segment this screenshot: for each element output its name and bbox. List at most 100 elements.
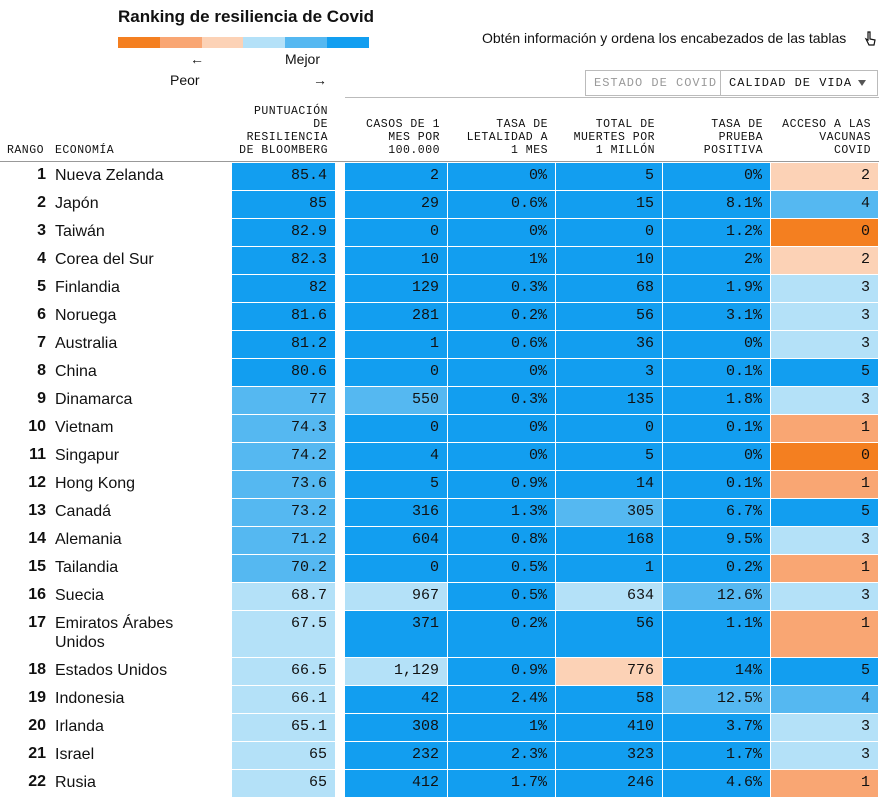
dropdown-icon[interactable]: [857, 78, 867, 88]
cell: 129: [345, 275, 448, 303]
cell: 56: [556, 303, 663, 331]
rank: 8: [37, 362, 46, 379]
rank: 13: [28, 502, 46, 519]
cell: 15: [556, 191, 663, 219]
cell: 36: [556, 331, 663, 359]
cell: 1%: [448, 714, 556, 742]
cell: 0.2%: [663, 555, 771, 583]
cell: 5: [771, 658, 879, 686]
cell: 1: [771, 471, 879, 499]
cell: 4: [771, 686, 879, 714]
cell: 3.7%: [663, 714, 771, 742]
economy: Singapur: [55, 447, 120, 464]
cell: 82.9: [232, 219, 336, 247]
rank: 9: [37, 390, 46, 407]
cell: 1: [345, 331, 448, 359]
cell: 1.3%: [448, 499, 556, 527]
column-header[interactable]: PUNTUACIÓN DE RESILIENCIA DE BLOOMBERG: [239, 105, 328, 157]
cell: 71.2: [232, 527, 336, 555]
cell: 604: [345, 527, 448, 555]
cell: 0.5%: [448, 583, 556, 611]
cell: 0: [771, 443, 879, 471]
cell: 56: [556, 611, 663, 658]
economy: Estados Unidos: [55, 662, 168, 679]
cell: 29: [345, 191, 448, 219]
cell: 0: [556, 219, 663, 247]
column-header: ECONOMÍA: [55, 144, 115, 157]
cell: 81.2: [232, 331, 336, 359]
cell: 66.5: [232, 658, 336, 686]
column-header[interactable]: TASA DE LETALIDAD A 1 MES: [466, 118, 548, 157]
tab[interactable]: ESTADO DE COVID: [585, 70, 721, 96]
cell: 12.6%: [663, 583, 771, 611]
cell: 967: [345, 583, 448, 611]
cell: 0.9%: [448, 658, 556, 686]
rank: 2: [37, 194, 46, 211]
column-header[interactable]: CASOS DE 1 MES POR 100.000: [365, 118, 440, 157]
cell: 5: [771, 359, 879, 387]
cell: 2.4%: [448, 686, 556, 714]
cell: 634: [556, 583, 663, 611]
cell: 1.1%: [663, 611, 771, 658]
cell: 70.2: [232, 555, 336, 583]
cell: 1: [771, 415, 879, 443]
economy: Finlandia: [55, 279, 120, 296]
economy: Australia: [55, 335, 118, 352]
cell: 5: [556, 443, 663, 471]
cell: 1.7%: [663, 742, 771, 770]
tab[interactable]: CALIDAD DE VIDA: [720, 70, 878, 96]
economy: Rusia: [55, 774, 96, 791]
cell: 3: [771, 331, 879, 359]
column-header[interactable]: TASA DE PRUEBA POSITIVA: [703, 118, 763, 157]
column-header: RANGO: [7, 144, 45, 157]
rank: 11: [29, 446, 46, 463]
hand-icon: [864, 31, 876, 46]
divider: [345, 97, 879, 98]
cell: 74.2: [232, 443, 336, 471]
cell: 82: [232, 275, 336, 303]
rank: 10: [28, 418, 46, 435]
economy: Tailandia: [55, 559, 119, 576]
legend-swatch: [327, 37, 369, 48]
legend-swatch: [159, 37, 202, 48]
legend-label: Mejor: [285, 51, 321, 67]
legend-label: Peor: [170, 72, 200, 88]
cell: 0.2%: [448, 303, 556, 331]
cell: 77: [232, 387, 336, 415]
cell: 168: [556, 527, 663, 555]
column-header[interactable]: ACCESO A LAS VACUNAS COVID: [782, 118, 871, 157]
cell: 5: [345, 471, 448, 499]
cell: 12.5%: [663, 686, 771, 714]
cell: 0.8%: [448, 527, 556, 555]
rank: 3: [37, 222, 46, 239]
column-header[interactable]: TOTAL DE MUERTES POR 1 MILLÓN: [573, 118, 655, 157]
legend-swatch: [243, 37, 286, 48]
rank: 14: [28, 530, 46, 547]
cell: 0%: [663, 163, 771, 191]
rank: 18: [28, 661, 46, 678]
cell: 5: [556, 163, 663, 191]
cell: 3: [771, 583, 879, 611]
cell: 73.6: [232, 471, 336, 499]
cell: 0.1%: [663, 471, 771, 499]
cell: 8.1%: [663, 191, 771, 219]
cell: 85.4: [232, 163, 336, 191]
economy: Nueva Zelanda: [55, 167, 164, 184]
cell: 2.3%: [448, 742, 556, 770]
economy: Israel: [55, 746, 95, 763]
cell: 65: [232, 742, 336, 770]
economy: Dinamarca: [55, 391, 133, 408]
cell: 81.6: [232, 303, 336, 331]
cell: 14%: [663, 658, 771, 686]
cell: 0%: [448, 219, 556, 247]
cell: 4: [345, 443, 448, 471]
cell: 1.8%: [663, 387, 771, 415]
cell: 0: [556, 415, 663, 443]
cell: 550: [345, 387, 448, 415]
cell: 66.1: [232, 686, 336, 714]
cell: 0.3%: [448, 275, 556, 303]
cell: 1.9%: [663, 275, 771, 303]
cell: 2: [771, 247, 879, 275]
cell: 410: [556, 714, 663, 742]
